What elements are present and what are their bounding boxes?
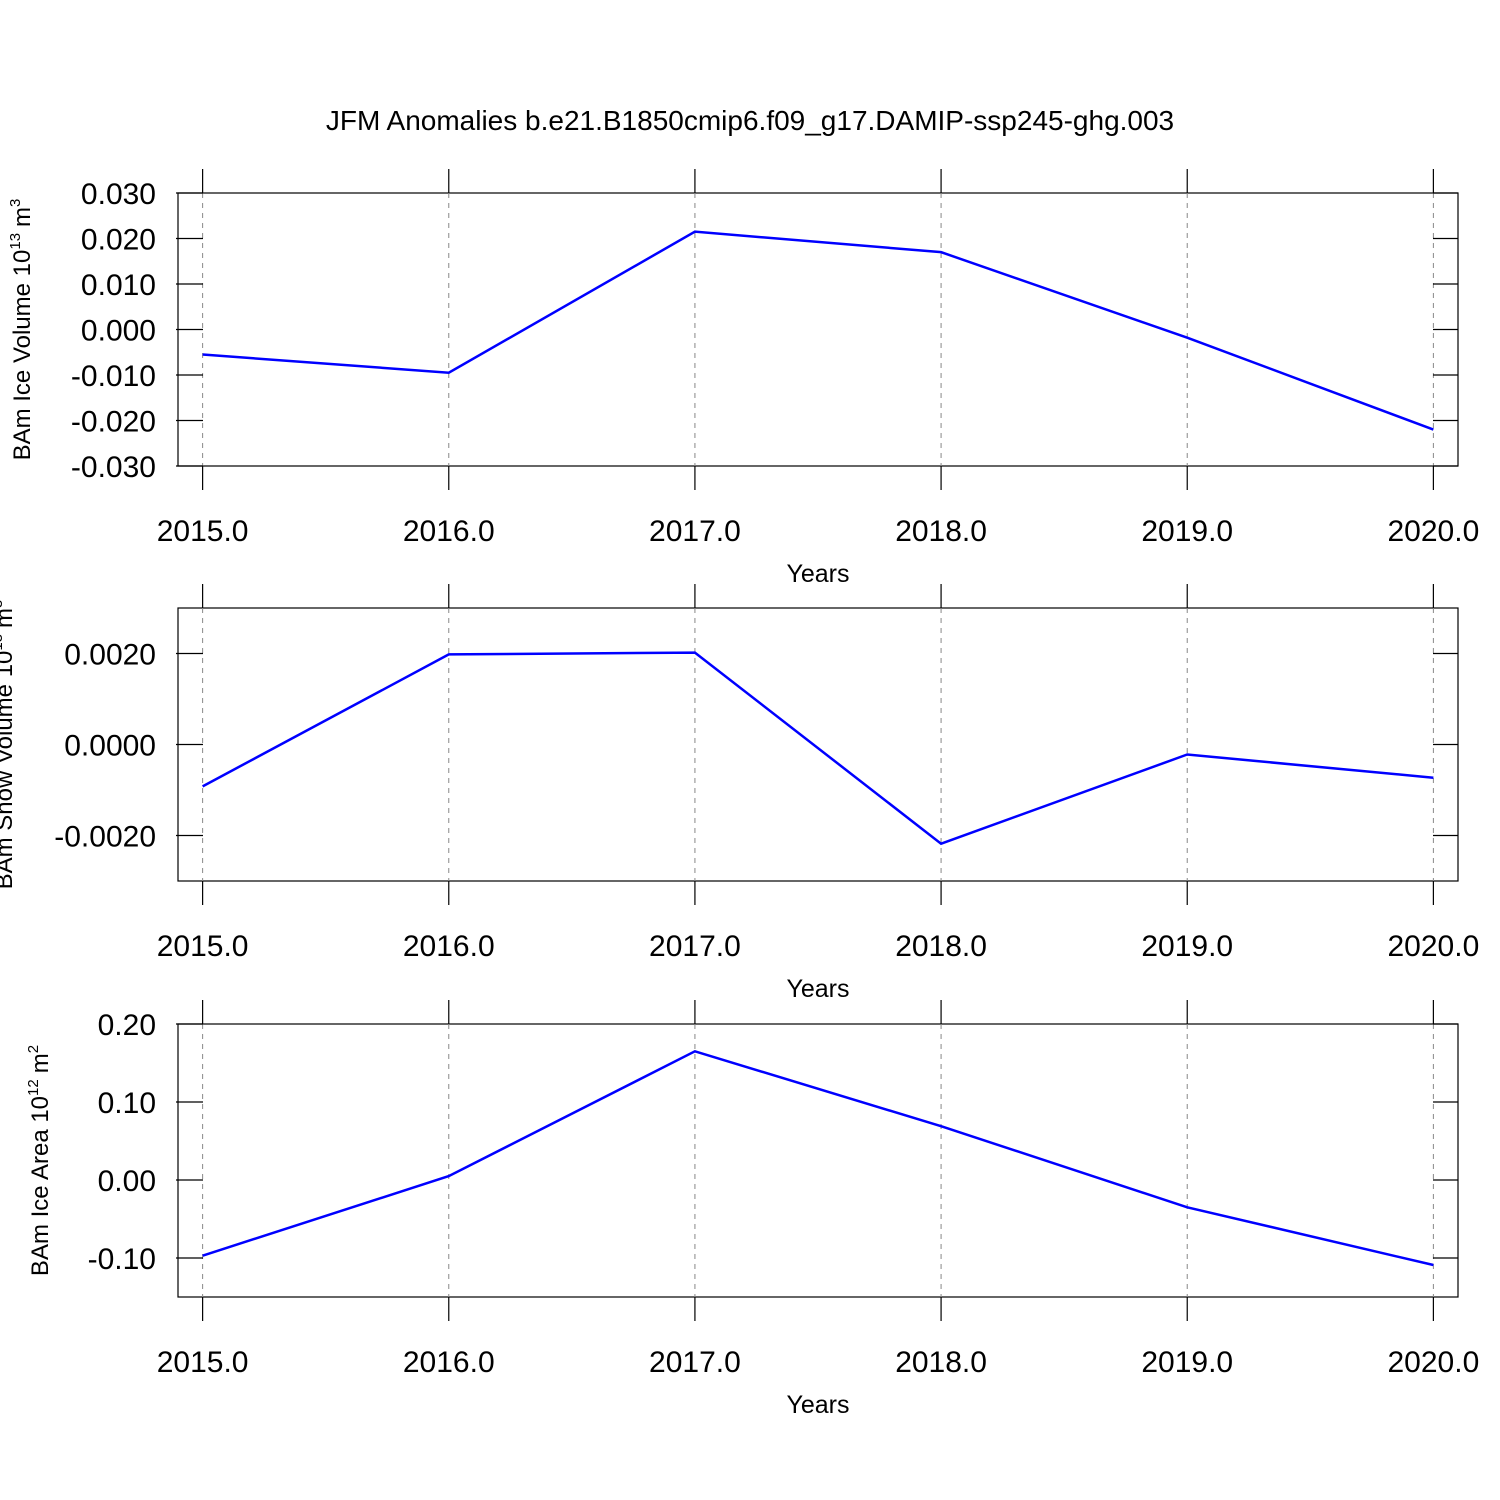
plot-frame	[177, 192, 1459, 467]
y-tick-label: 0.10	[98, 1087, 156, 1120]
x-axis-label: Years	[786, 975, 849, 1003]
x-tick-label: 2016.0	[403, 515, 495, 548]
y-axis-label-exponent: 3	[0, 600, 6, 608]
y-tick-label: 0.0000	[64, 730, 156, 763]
x-tick-label: 2015.0	[157, 515, 249, 548]
x-tick-label: 2015.0	[157, 1346, 249, 1379]
y-axis-label: BAm Ice Volume 1013 m3	[7, 199, 36, 461]
y-tick-label: 0.030	[81, 178, 156, 211]
x-tick-label: 2018.0	[895, 1346, 987, 1379]
y-axis-label-part: m	[27, 1053, 54, 1073]
y-tick-label: 0.20	[98, 1009, 156, 1042]
y-axis-label: BAm Ice Area 1012 m2	[25, 1045, 54, 1276]
x-tick-label: 2015.0	[157, 930, 249, 963]
x-tick-label: 2020.0	[1388, 930, 1480, 963]
x-tick-label: 2017.0	[649, 1346, 741, 1379]
y-axis-label-part: BAm Snow Volume 10	[0, 651, 18, 890]
data-line	[202, 651, 1434, 846]
y-tick-label: -0.010	[71, 360, 156, 393]
x-tick-label: 2017.0	[649, 930, 741, 963]
x-tick-label: 2020.0	[1388, 515, 1480, 548]
chart-title: JFM Anomalies b.e21.B1850cmip6.f09_g17.D…	[326, 105, 1174, 136]
y-axis-label-part: m	[9, 207, 36, 227]
y-tick-label: 0.00	[98, 1165, 156, 1198]
x-tick-label: 2017.0	[649, 515, 741, 548]
y-tick-label: -0.10	[88, 1243, 156, 1276]
plot-frame	[177, 1023, 1459, 1298]
x-tick-label: 2016.0	[403, 930, 495, 963]
y-axis-label-part: BAm Ice Volume 10	[9, 250, 36, 461]
y-tick-label: 0.020	[81, 224, 156, 257]
x-axis-label: Years	[786, 1391, 849, 1419]
y-axis-label-exponent: 2	[25, 1045, 42, 1053]
y-axis-label-exponent: 13	[0, 634, 6, 651]
x-tick-label: 2018.0	[895, 515, 987, 548]
y-axis-label: BAm Snow Volume 1013 m3	[0, 600, 18, 890]
x-tick-label: 2020.0	[1388, 1346, 1480, 1379]
x-tick-label: 2018.0	[895, 930, 987, 963]
x-axis-label: Years	[786, 560, 849, 588]
y-tick-label: -0.030	[71, 451, 156, 484]
y-tick-label: 0.000	[81, 315, 156, 348]
x-tick-label: 2019.0	[1141, 1346, 1233, 1379]
y-axis-label-exponent: 13	[7, 233, 24, 250]
x-tick-label: 2019.0	[1141, 930, 1233, 963]
y-tick-label: 0.0020	[64, 639, 156, 672]
y-axis-label-exponent: 12	[25, 1079, 42, 1096]
y-axis-label-part: BAm Ice Area 10	[27, 1096, 54, 1276]
x-tick-label: 2016.0	[403, 1346, 495, 1379]
data-line	[202, 230, 1434, 431]
y-axis-label-part: m	[0, 608, 18, 628]
y-tick-label: 0.010	[81, 269, 156, 302]
y-tick-label: -0.020	[71, 406, 156, 439]
plot-frame	[177, 607, 1459, 882]
y-axis-label-exponent: 3	[7, 199, 24, 207]
y-tick-label: -0.0020	[54, 821, 156, 854]
x-tick-label: 2019.0	[1141, 515, 1233, 548]
data-line	[202, 1049, 1434, 1267]
